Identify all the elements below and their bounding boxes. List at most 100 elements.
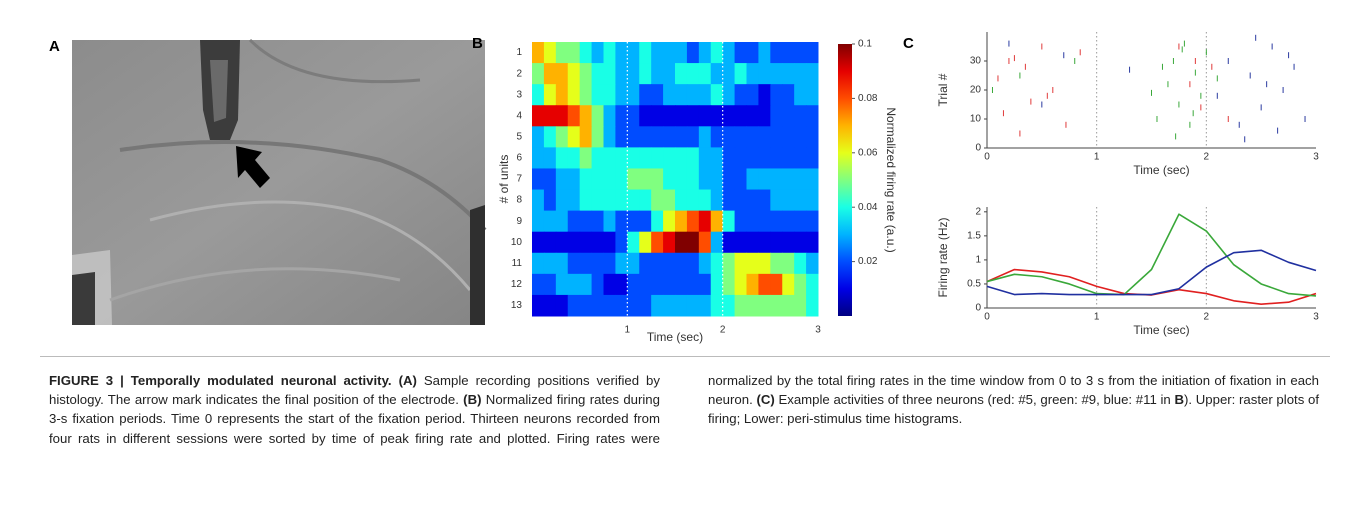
heatmap-cell <box>794 84 807 106</box>
heatmap-cell <box>639 42 652 64</box>
heatmap-cell <box>746 63 759 85</box>
x-axis-label: Time (sec) <box>1133 323 1189 337</box>
heatmap-cell <box>651 126 664 148</box>
heatmap-cell <box>543 189 557 212</box>
colorbar-label: Normalized firing rate (a.u.) <box>884 107 898 252</box>
heatmap-cell <box>579 63 593 85</box>
x-tick-label: 1 <box>1094 312 1100 323</box>
heatmap-cell <box>782 105 795 127</box>
heatmap-cell <box>675 63 688 85</box>
heatmap-cell <box>794 231 807 254</box>
row-label: 3 <box>516 89 522 100</box>
heatmap-cell <box>770 231 783 254</box>
heatmap-cell <box>627 294 640 317</box>
heatmap-cell <box>686 189 700 212</box>
heatmap-cell <box>698 168 712 191</box>
heatmap-cell <box>686 294 700 317</box>
y-axis-label: Firing rate (Hz) <box>936 217 950 297</box>
heatmap-cell <box>698 273 712 296</box>
heatmap-cell <box>591 105 604 127</box>
heatmap-cell <box>710 168 724 191</box>
heatmap-cell <box>675 42 688 64</box>
heatmap-cell <box>627 252 640 275</box>
heatmap-cell <box>543 273 557 296</box>
heatmap-cell <box>734 42 747 64</box>
heatmap-cell <box>627 147 640 169</box>
heatmap-cell <box>603 189 616 212</box>
heatmap-cell <box>686 42 700 64</box>
heatmap-cell <box>686 252 700 275</box>
heatmap-cell <box>603 84 616 106</box>
heatmap-cell <box>591 63 604 85</box>
heatmap-cell <box>722 273 736 296</box>
heatmap-cell <box>686 84 700 106</box>
heatmap-cell <box>603 147 616 169</box>
heatmap-cell <box>567 252 581 275</box>
heatmap-cell <box>627 63 640 85</box>
heatmap-cell <box>806 168 819 191</box>
heatmap-cell <box>794 42 807 64</box>
heatmap-cell <box>651 63 664 85</box>
caption-bold: (C) <box>756 392 775 408</box>
heatmap-cell <box>794 147 807 169</box>
heatmap-cell <box>806 105 819 127</box>
heatmap-cell <box>663 189 676 212</box>
heatmap-cell <box>722 84 736 106</box>
heatmap-cell <box>567 231 581 254</box>
heatmap-cell <box>770 147 783 169</box>
heatmap-cell <box>746 252 759 275</box>
heatmap-cell <box>722 189 736 212</box>
heatmap-cell <box>675 210 688 233</box>
heatmap-cell <box>782 231 795 254</box>
heatmap-cell <box>567 168 581 191</box>
heatmap-cell <box>758 42 771 64</box>
heatmap-cell <box>639 252 652 275</box>
heatmap-cell <box>532 252 545 275</box>
heatmap-cell <box>532 105 545 127</box>
heatmap-cell <box>543 252 557 275</box>
heatmap-cell <box>734 273 747 296</box>
heatmap-cell <box>806 42 819 64</box>
heatmap-cell <box>651 273 664 296</box>
heatmap-cell <box>555 189 569 212</box>
row-label: 9 <box>516 216 522 227</box>
heatmap-cell <box>627 210 640 233</box>
heatmap-cell <box>579 42 593 64</box>
heatmap-cell <box>806 84 819 106</box>
heatmap-cell <box>794 63 807 85</box>
heatmap-cell <box>794 126 807 148</box>
heatmap-cell <box>663 210 676 233</box>
heatmap-cell <box>567 126 581 148</box>
heatmap-cell <box>675 105 688 127</box>
heatmap-cell <box>543 42 557 64</box>
heatmap-cell <box>734 189 747 212</box>
heatmap-cell <box>532 231 545 254</box>
heatmap-cell <box>770 126 783 148</box>
heatmap-cell <box>734 231 747 254</box>
heatmap-cell <box>532 189 545 212</box>
heatmap-cell <box>746 231 759 254</box>
heatmap-cell <box>555 231 569 254</box>
caption-bold: (B) <box>463 392 482 408</box>
heatmap-cell <box>639 63 652 85</box>
caption-text: Sample recording positions verified by h… <box>49 373 660 408</box>
heatmap-cell <box>806 126 819 148</box>
heatmap-cell <box>806 273 819 296</box>
heatmap-cell <box>770 252 783 275</box>
heatmap-cell <box>770 63 783 85</box>
heatmap-cell <box>651 294 664 317</box>
heatmap-cell <box>615 84 628 106</box>
series-line <box>986 268 1317 305</box>
heatmap-cell <box>627 189 640 212</box>
y-tick-label: 0 <box>975 303 981 314</box>
heatmap-cell <box>567 42 581 64</box>
heatmap-cell <box>555 105 569 127</box>
heatmap-cell <box>532 210 545 233</box>
heatmap-cell <box>532 273 545 296</box>
caption-bold: (A) <box>398 373 417 388</box>
heatmap-cell <box>627 105 640 127</box>
heatmap-cell <box>758 84 771 106</box>
colorbar-tick-label: 0.06 <box>858 147 878 158</box>
heatmap-cell <box>615 63 628 85</box>
